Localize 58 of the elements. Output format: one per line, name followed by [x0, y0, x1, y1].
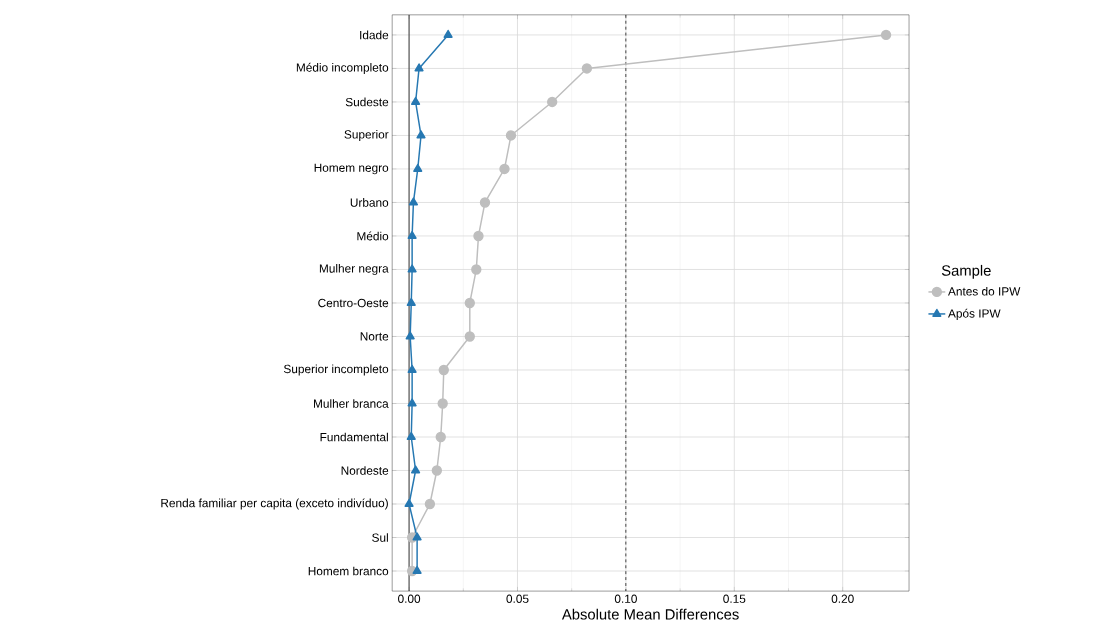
point — [407, 264, 417, 273]
point — [408, 197, 419, 206]
point — [443, 29, 453, 39]
point — [412, 532, 422, 541]
point — [407, 398, 417, 407]
point — [407, 364, 417, 374]
y-tick-label: Mulher negra — [319, 264, 389, 276]
point — [581, 63, 593, 74]
y-tick-label: Norte — [360, 332, 389, 341]
y-tick-label: Médio incompleto — [296, 63, 389, 75]
point — [406, 432, 416, 441]
point — [407, 230, 417, 240]
x-axis-title: Absolute Mean Differences — [561, 608, 739, 620]
y-tick-label: Mulher branca — [314, 399, 389, 409]
x-tick-label: 0.00 — [398, 594, 421, 604]
point — [412, 566, 422, 575]
point — [880, 29, 892, 41]
point — [438, 364, 449, 376]
point — [479, 197, 491, 208]
y-tick-label: Sudeste — [345, 97, 389, 107]
y-tick-label: Centro-Oeste — [318, 298, 389, 308]
point — [411, 96, 421, 106]
y-tick-label: Nordeste — [341, 466, 389, 476]
x-tick-label: 0.10 — [614, 594, 637, 604]
point — [424, 499, 436, 510]
y-tick-label: Superior incompleto — [283, 364, 389, 376]
point — [411, 465, 421, 474]
legend-label: Antes do IPW — [948, 287, 1021, 296]
point — [471, 264, 482, 275]
point — [416, 130, 426, 139]
x-tick-label: 0.20 — [831, 594, 854, 604]
point — [435, 432, 446, 443]
y-tick-label: Superior — [344, 130, 389, 142]
point — [405, 331, 415, 340]
x-tick-label: 0.05 — [506, 594, 529, 604]
x-tick-label: 0.15 — [723, 594, 746, 604]
y-tick-label: Homem negro — [314, 163, 389, 175]
point — [505, 130, 517, 141]
point — [404, 499, 414, 508]
point — [406, 297, 416, 307]
point — [431, 465, 443, 476]
point — [464, 331, 475, 342]
point — [414, 63, 424, 72]
legend-label: Após IPW — [948, 309, 1001, 321]
y-tick-label: Urbano — [350, 198, 389, 207]
y-tick-label: Sul — [372, 533, 388, 543]
y-tick-label: Homem branco — [308, 566, 389, 576]
y-tick-label: Médio — [357, 231, 389, 241]
point — [464, 297, 475, 309]
y-tick-label: Renda familiar per capita (exceto indivíduo) — [161, 498, 388, 510]
point — [413, 163, 423, 173]
legend-title: Sample — [941, 265, 991, 279]
y-tick-label: Fundamental — [320, 432, 388, 442]
point — [473, 230, 484, 242]
point — [547, 96, 558, 108]
y-tick-label: Idade — [360, 30, 389, 40]
point — [437, 398, 448, 409]
point — [499, 163, 510, 175]
